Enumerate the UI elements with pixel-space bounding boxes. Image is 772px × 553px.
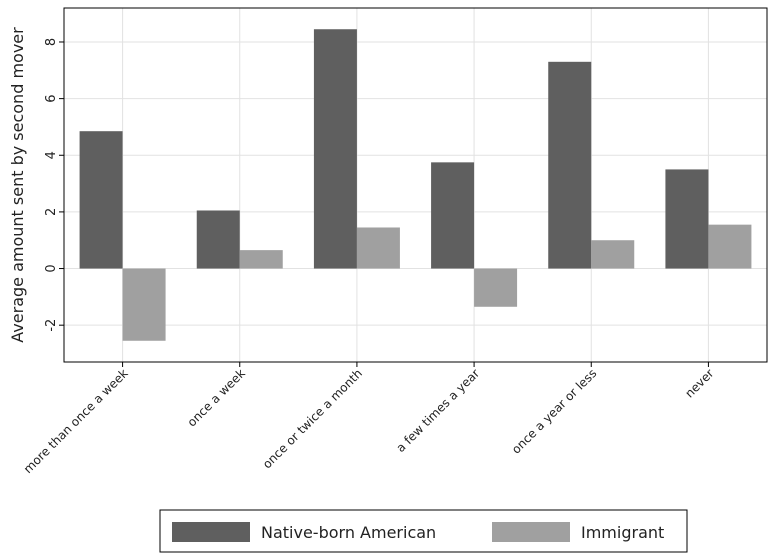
bar-immigrant	[708, 224, 752, 269]
bar-immigrant	[356, 227, 400, 269]
y-tick-label: 6	[44, 94, 59, 102]
legend-swatch-native	[172, 522, 250, 542]
legend-label-native: Native-born American	[261, 523, 436, 542]
y-tick-label: 8	[44, 38, 59, 46]
bar-immigrant	[239, 250, 283, 269]
bar-immigrant	[122, 268, 166, 341]
bar-native-born	[196, 210, 240, 269]
legend-label-immigrant: Immigrant	[581, 523, 664, 542]
bar-native-born	[548, 61, 592, 269]
bars	[79, 29, 752, 341]
bar-immigrant	[474, 268, 518, 307]
bar-immigrant	[591, 240, 635, 269]
legend-swatch-immigrant	[492, 522, 570, 542]
legend: Native-born American Immigrant	[159, 509, 688, 553]
y-axis-title: Average amount sent by second mover	[8, 27, 27, 343]
y-tick-label: 4	[44, 151, 59, 159]
plot-frame	[63, 7, 768, 363]
y-tick-label: 0	[44, 264, 59, 272]
y-tick-label: 2	[44, 208, 59, 216]
bar-native-born	[431, 162, 475, 269]
y-tick-label: -2	[44, 319, 59, 332]
bar-native-born	[79, 131, 123, 269]
bar-native-born	[665, 169, 709, 269]
bar-native-born	[313, 29, 357, 269]
axes	[63, 7, 768, 363]
y-axis-ticks: -2 0 2 4 6 8	[44, 38, 64, 332]
